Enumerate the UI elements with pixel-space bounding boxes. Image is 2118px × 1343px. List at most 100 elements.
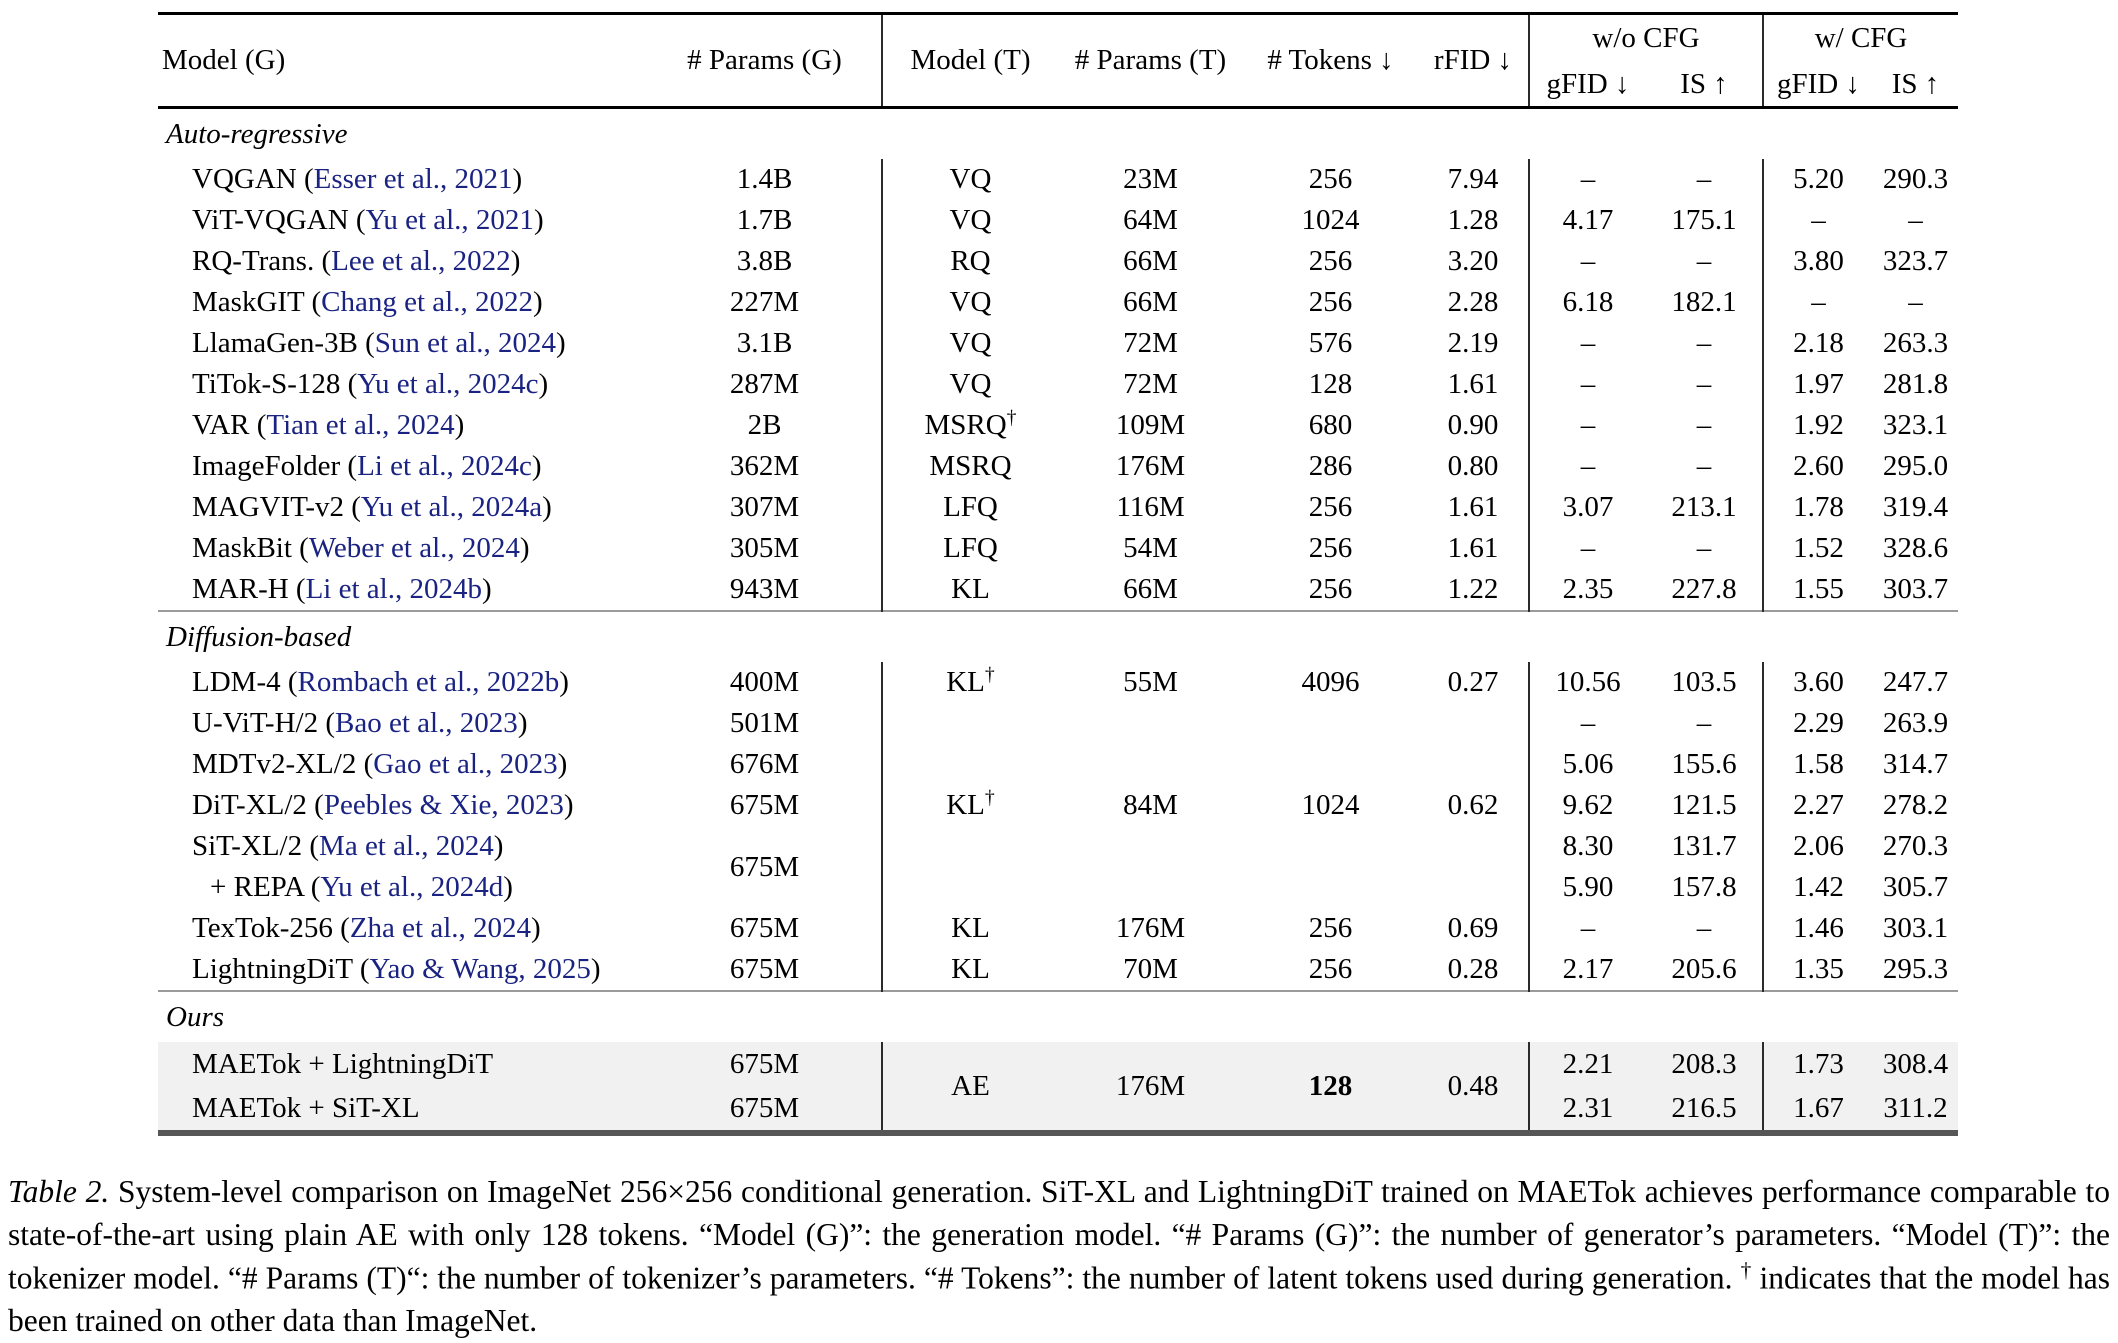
citation-link[interactable]: Yu et al., 2024c (357, 368, 539, 400)
table-body: Auto-regressive VQGAN (Esser et al., 2021… (158, 107, 1959, 1133)
cell-is-w-cfg: 270.3 (1882, 830, 1949, 862)
cell-tokens (1243, 826, 1418, 867)
dagger-symbol: † (1006, 406, 1017, 429)
citation-link[interactable]: Lee et al., 2022 (331, 245, 511, 277)
table-row: MDTv2-XL/2 (Gao et al., 2023) 676M 5.06 155… (158, 744, 1958, 785)
table-header: Model (G) # Params (G) Model (T) # Param… (158, 13, 1958, 108)
cell-params-g: 943M (648, 569, 883, 611)
cell-is-wo-cfg: 131.7 (1646, 826, 1765, 867)
section-row: Ours (158, 991, 1959, 1042)
citation-link[interactable]: Yu et al., 2024a (360, 491, 543, 523)
cell-model: VAR (Tian et al., 2024) (192, 409, 465, 441)
citation-link[interactable]: Peebles & Xie, 2023 (323, 789, 564, 821)
header-gfid-wo-cfg: gFID ↓ (1546, 67, 1630, 100)
cell-gfid-wo-cfg: – (1580, 707, 1596, 739)
cell-params-g: 675M (648, 908, 883, 949)
dagger-symbol: † (1740, 1257, 1752, 1282)
cell-model: U-ViT-H/2 (Bao et al., 2023) (192, 707, 528, 739)
cell-model: LightningDiT (Yao & Wang, 2025) (192, 953, 601, 985)
cell-is-wo-cfg: – (1646, 446, 1765, 487)
table-row: VQGAN (Esser et al., 2021) 1.4B VQ 23M 256 7.… (158, 159, 1958, 200)
cell-tokens (1243, 867, 1418, 908)
cell-rfid: 2.19 (1418, 323, 1530, 364)
cell-is-w-cfg: 323.7 (1882, 245, 1949, 277)
cell-tokens: 256 (1308, 953, 1353, 985)
cell-model: MAR-H (Li et al., 2024b) (192, 573, 492, 605)
header-tokens: # Tokens ↓ (1267, 44, 1394, 76)
cell-gfid-wo-cfg: – (1580, 327, 1596, 359)
cell-params-g: 1.7B (648, 200, 883, 241)
citation-link[interactable]: Rombach et al., 2022b (297, 666, 560, 698)
cell-params-t: 64M (1123, 204, 1178, 236)
results-table-container: Model (G) # Params (G) Model (T) # Param… (158, 12, 1959, 1136)
cell-is-w-cfg: 295.3 (1882, 953, 1949, 985)
citation-link[interactable]: Sun et al., 2024 (374, 327, 557, 359)
cell-model: DiT-XL/2 (Peebles & Xie, 2023) (192, 789, 574, 821)
cell-model: + REPA (Yu et al., 2024d) (210, 871, 513, 903)
cell-gfid-wo-cfg: 6.18 (1562, 286, 1614, 318)
citation-link[interactable]: Tian et al., 2024 (266, 409, 455, 441)
cell-rfid: 1.61 (1418, 528, 1530, 569)
header-params-t: # Params (T) (1074, 44, 1227, 76)
cell-tokens: 256 (1308, 532, 1353, 564)
cell-params-t: 176M (1058, 1042, 1243, 1133)
cell-params-t: 72M (1123, 368, 1178, 400)
citation-link[interactable]: Esser et al., 2021 (313, 163, 513, 195)
citation-link[interactable]: Yu et al., 2024d (320, 871, 504, 903)
citation-link[interactable]: Yao & Wang, 2025 (369, 953, 591, 985)
cell-params-g: 362M (648, 446, 883, 487)
cell-params-g: 675M (648, 949, 883, 991)
cell-gfid-w-cfg: 1.97 (1793, 368, 1844, 400)
cell-is-wo-cfg: 121.5 (1646, 785, 1765, 826)
cell-model: MaskBit (Weber et al., 2024) (192, 532, 530, 564)
cell-rfid: 1.61 (1418, 487, 1530, 528)
cell-is-w-cfg: 314.7 (1882, 748, 1949, 780)
cell-params-g: 3.8B (648, 241, 883, 282)
citation-link[interactable]: Li et al., 2024b (305, 573, 482, 605)
cell-model-t: VQ (949, 163, 992, 195)
header-model-t: Model (T) (910, 44, 1031, 76)
cell-gfid-w-cfg: – (1811, 286, 1826, 318)
cell-is-w-cfg: 263.9 (1882, 707, 1949, 739)
cell-model-t: AE (882, 1042, 1058, 1133)
cell-is-w-cfg: 290.3 (1882, 163, 1949, 195)
cell-gfid-w-cfg: 1.78 (1793, 491, 1844, 523)
citation-link[interactable]: Ma et al., 2024 (319, 830, 494, 862)
cell-params-t (1058, 826, 1243, 867)
cell-model-t: LFQ (943, 491, 998, 523)
cell-gfid-wo-cfg: – (1580, 912, 1596, 944)
cell-gfid-wo-cfg: 9.62 (1562, 789, 1614, 821)
citation-link[interactable]: Bao et al., 2023 (334, 707, 518, 739)
cell-is-wo-cfg: – (1646, 241, 1765, 282)
cell-params-g: 307M (648, 487, 883, 528)
cell-model-t: KL (951, 912, 990, 944)
caption-text: System-level comparison on ImageNet 256×… (8, 1173, 2111, 1296)
cell-model-t (882, 867, 1058, 908)
cell-params-g: 1.4B (648, 159, 883, 200)
cell-gfid-w-cfg: 1.58 (1793, 748, 1844, 780)
citation-link[interactable]: Weber et al., 2024 (308, 532, 520, 564)
cell-rfid: 0.69 (1418, 908, 1530, 949)
table-row: ViT-VQGAN (Yu et al., 2021) 1.7B VQ 64M 1024… (158, 200, 1958, 241)
cell-params-t: 109M (1115, 409, 1186, 441)
cell-is-wo-cfg: – (1646, 908, 1765, 949)
cell-gfid-wo-cfg: – (1580, 163, 1596, 195)
cell-gfid-w-cfg: 2.29 (1793, 707, 1844, 739)
citation-link[interactable]: Yu et al., 2021 (365, 204, 534, 236)
citation-link[interactable]: Gao et al., 2023 (373, 748, 558, 780)
table-row: RQ-Trans. (Lee et al., 2022) 3.8B RQ 66M 256… (158, 241, 1958, 282)
cell-gfid-w-cfg: 1.35 (1793, 953, 1844, 985)
table-row: ImageFolder (Li et al., 2024c) 362M MSRQ 17… (158, 446, 1958, 487)
citation-link[interactable]: Li et al., 2024c (357, 450, 532, 482)
cell-is-wo-cfg: – (1646, 405, 1765, 446)
cell-is-wo-cfg: 155.6 (1646, 744, 1765, 785)
cell-gfid-w-cfg: 1.92 (1793, 409, 1844, 441)
citation-link[interactable]: Zha et al., 2024 (349, 912, 532, 944)
citation-link[interactable]: Chang et al., 2022 (321, 286, 533, 318)
cell-gfid-w-cfg: 3.80 (1793, 245, 1844, 277)
cell-model: RQ-Trans. (Lee et al., 2022) (192, 245, 521, 277)
cell-is-wo-cfg: 227.8 (1646, 569, 1765, 611)
header-group-wo-cfg: w/o CFG (1529, 13, 1765, 62)
caption-label: Table 2. (8, 1173, 110, 1209)
cell-model: MAGVIT-v2 (Yu et al., 2024a) (192, 491, 552, 523)
